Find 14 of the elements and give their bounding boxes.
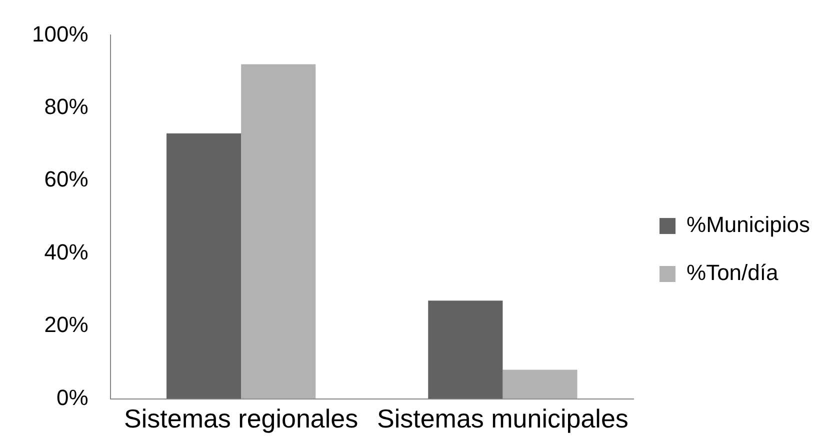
y-tick-label: 0% (56, 384, 88, 410)
x-tick-label: Sistemas municipales (376, 404, 628, 434)
bar (166, 133, 242, 399)
x-tick-label: Sistemas regionales (124, 404, 358, 434)
bar (241, 64, 316, 399)
y-tick-label: 40% (44, 239, 88, 264)
legend-label: %Municipios (686, 212, 810, 238)
legend-label: %Ton/día (686, 260, 779, 286)
y-tick-label: 100% (32, 21, 88, 46)
bar (428, 300, 503, 399)
bar (502, 370, 578, 399)
y-tick-label: 80% (44, 94, 88, 119)
y-tick-label: 20% (44, 312, 88, 338)
y-tick-label: 60% (44, 166, 88, 192)
